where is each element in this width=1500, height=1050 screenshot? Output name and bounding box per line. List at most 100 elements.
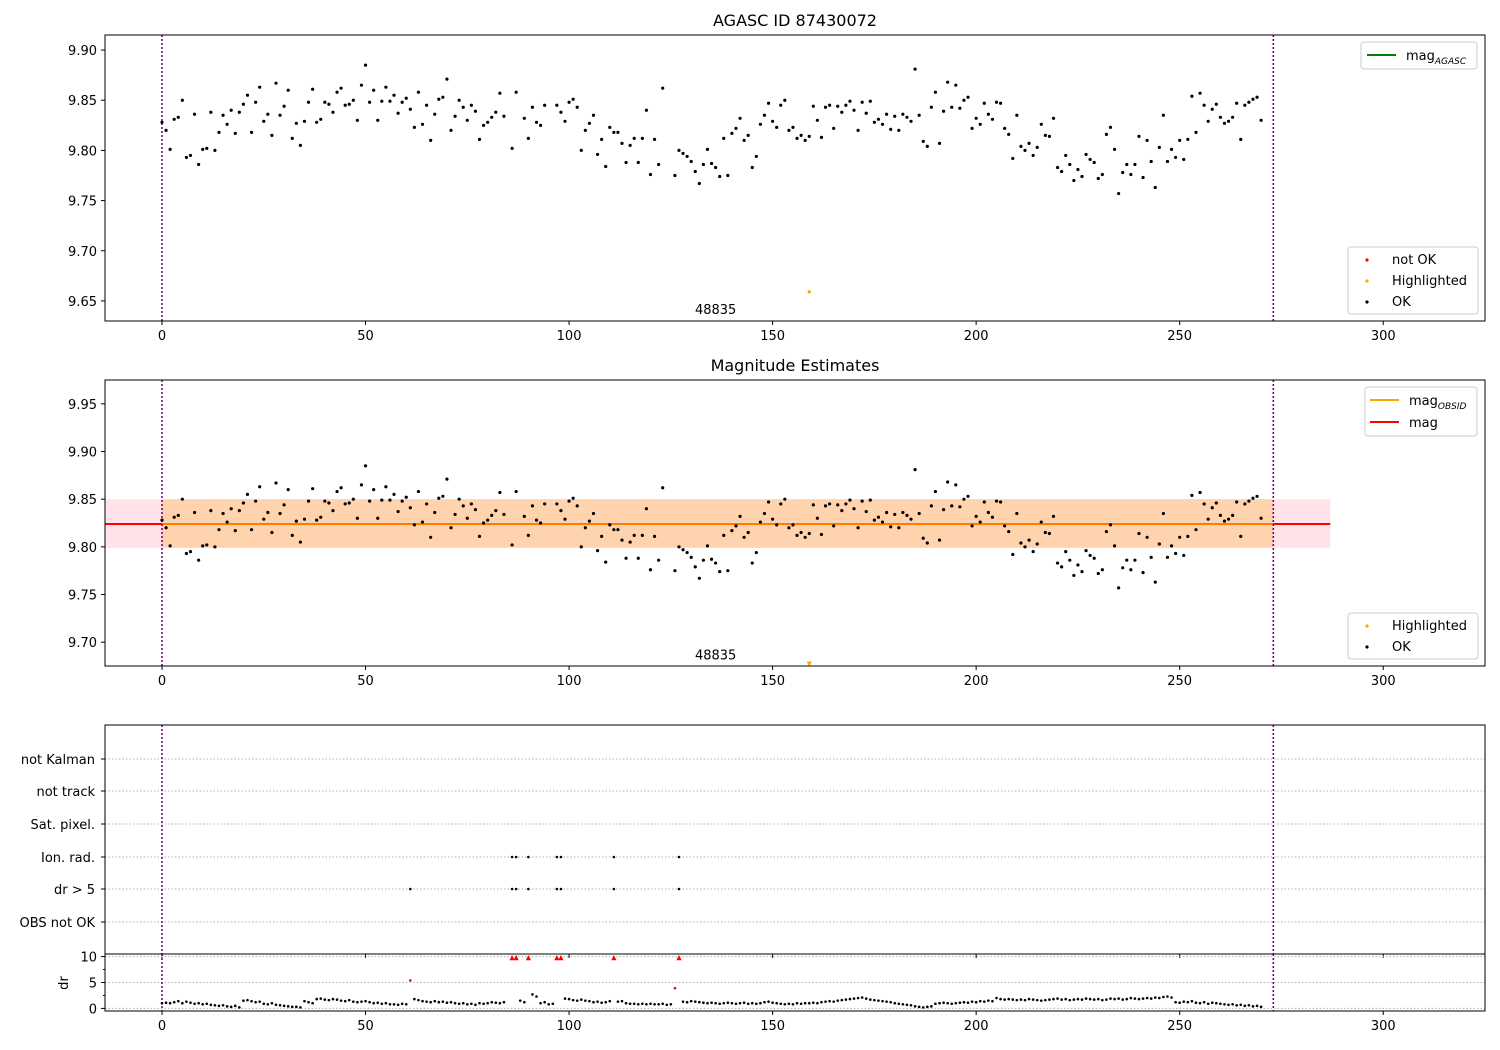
flag-marker: [514, 855, 518, 859]
data-point-ok: [1007, 132, 1011, 136]
data-point-ok: [1039, 122, 1043, 126]
dr-point-ok: [1056, 997, 1059, 1000]
data-point-ok: [640, 136, 644, 140]
data-point-ok: [1182, 553, 1186, 558]
data-point-ok: [363, 63, 368, 67]
data-point-ok: [876, 117, 881, 121]
data-point-ok: [168, 544, 172, 548]
data-point-ok: [1141, 175, 1145, 180]
dr-point-ok: [1133, 997, 1137, 1000]
dr-point-ok: [588, 999, 591, 1003]
data-point-ok: [465, 118, 469, 122]
data-point-ok: [258, 485, 262, 489]
dr-point-ok: [282, 1004, 286, 1008]
x-tick-label: 150: [760, 1019, 785, 1034]
data-point-ok: [197, 162, 201, 167]
agasc-panel: AGASC ID 87430072 0 50 100 150 200 250 300 9.65…: [68, 11, 1486, 344]
data-point-ok: [1243, 103, 1247, 107]
data-point-ok: [339, 486, 343, 490]
dr-point-ok: [1068, 998, 1072, 1002]
data-point-ok: [905, 513, 909, 517]
data-point-ok: [897, 526, 901, 530]
data-point-ok: [636, 556, 640, 560]
dr-point-ok: [1105, 998, 1108, 1001]
data-point-ok: [498, 91, 502, 95]
data-point-ok: [437, 496, 441, 500]
dr-point-ok: [1215, 1001, 1218, 1005]
data-point-ok: [225, 520, 229, 524]
dr-point-ok: [1202, 1000, 1206, 1004]
data-point-ok: [1226, 517, 1231, 521]
data-point-ok: [408, 506, 412, 510]
dr-point-ok: [502, 1000, 506, 1004]
dr-point-ok: [816, 1001, 819, 1005]
data-point-ok: [380, 99, 384, 103]
data-point-ok: [192, 112, 197, 116]
dr-point-ok: [1023, 998, 1027, 1002]
data-point-ok: [779, 103, 783, 107]
data-point-ok: [648, 172, 653, 177]
data-point-ok: [734, 126, 738, 130]
data-point-ok: [738, 514, 742, 518]
data-point-ok: [1092, 160, 1096, 165]
data-point-ok: [1202, 502, 1206, 506]
dr-point-ok: [946, 1001, 949, 1005]
dr-point-ok: [978, 999, 982, 1003]
dr-point-ok: [421, 999, 424, 1003]
data-point-ok: [579, 148, 583, 153]
data-point-ok: [718, 570, 722, 574]
x-tick-label: 200: [964, 329, 989, 344]
data-point-ok: [449, 526, 453, 530]
dr-point-ok: [657, 1002, 660, 1006]
data-point-ok: [363, 464, 368, 468]
data-point-ok: [693, 169, 697, 174]
data-point-ok: [929, 105, 933, 109]
agasc-title: AGASC ID 87430072: [713, 11, 877, 30]
data-point-ok: [693, 565, 697, 569]
data-point-ok: [514, 489, 518, 494]
data-point-ok: [901, 510, 905, 515]
data-point-ok: [998, 101, 1003, 105]
data-point-ok: [982, 500, 986, 504]
data-point-ok: [1112, 147, 1117, 151]
data-point-ok: [384, 485, 388, 489]
dr-point-ok: [917, 1005, 921, 1009]
data-point-ok: [233, 131, 237, 135]
data-point-ok: [1137, 531, 1141, 536]
dr-point-ok: [441, 1000, 445, 1003]
data-point-ok: [335, 489, 339, 494]
data-point-ok: [1169, 147, 1174, 151]
data-point-ok: [661, 486, 665, 490]
agasc-legend-lines: magAGASC: [1360, 41, 1478, 70]
dr-point-ok: [860, 996, 864, 999]
y-tick-label: 0: [89, 1002, 97, 1017]
data-point-ok: [380, 498, 384, 502]
x-tick-label: 0: [158, 329, 166, 344]
dr-point-ok: [278, 1004, 282, 1007]
dr-point-ok: [482, 1002, 485, 1006]
data-point-ok: [941, 508, 946, 512]
data-point-ok: [1121, 170, 1125, 175]
dr-point-ok: [315, 997, 318, 1001]
data-point-ok: [718, 174, 722, 179]
data-point-ok: [697, 576, 701, 580]
data-point-ok: [766, 101, 771, 105]
data-point-ok: [510, 543, 514, 547]
legend-label-not-ok: not OK: [1392, 253, 1437, 268]
data-point-ok: [530, 504, 535, 508]
data-point-ok: [750, 165, 754, 170]
data-point-ok: [461, 105, 465, 109]
dr-point-ok: [604, 1000, 608, 1004]
data-point-ok: [1117, 586, 1121, 590]
data-point-ok: [1149, 159, 1153, 164]
data-point-ok: [1251, 97, 1255, 101]
dr-point-ok: [759, 1001, 762, 1005]
data-point-ok: [730, 131, 734, 135]
data-point-ok: [274, 481, 278, 485]
data-point-ok: [950, 504, 954, 508]
data-point-ok: [201, 147, 205, 151]
dr-point-ok: [1039, 999, 1043, 1002]
data-point-ok: [889, 525, 893, 529]
data-point-ok: [1064, 153, 1068, 158]
data-point-ok: [1112, 544, 1117, 548]
